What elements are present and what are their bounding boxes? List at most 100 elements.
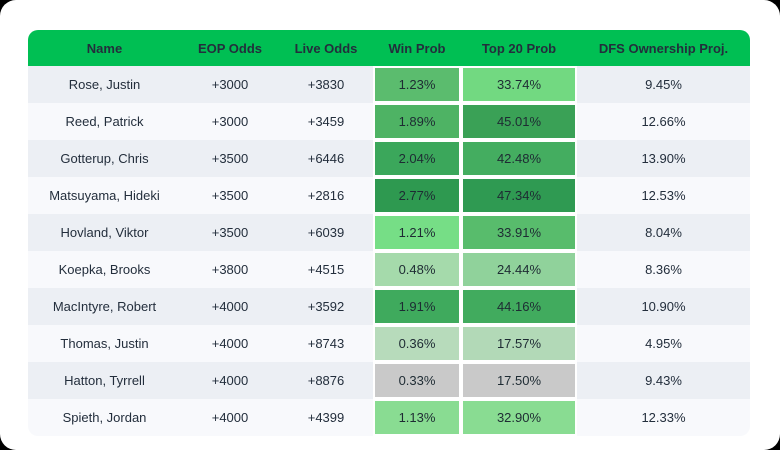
cell-win-prob-wrap: 1.89% [373, 103, 461, 140]
cell-win-prob: 1.21% [375, 216, 459, 249]
cell-win-prob-wrap: 1.23% [373, 66, 461, 103]
cell-win-prob: 0.36% [375, 327, 459, 360]
cell-top20-prob: 45.01% [463, 105, 575, 138]
cell-live-odds: +6039 [307, 225, 345, 240]
cell-eop-odds: +4000 [211, 336, 249, 351]
cell-player-name: Koepka, Brooks [58, 262, 151, 277]
cell-player-name: Hatton, Tyrrell [64, 373, 145, 388]
cell-eop-odds: +4000 [211, 373, 249, 388]
cell-live-odds: +3459 [307, 114, 345, 129]
cell-win-prob-wrap: 2.04% [373, 140, 461, 177]
cell-player-name: MacIntyre, Robert [52, 299, 157, 314]
col-header-live-odds[interactable]: Live Odds [294, 40, 358, 56]
col-header-top20-prob[interactable]: Top 20 Prob [481, 40, 557, 56]
cell-top20-prob: 47.34% [463, 179, 575, 212]
table-row: Matsuyama, Hideki +3500 +2816 2.77% 47.34% 12… [28, 177, 750, 214]
cell-player-name: Reed, Patrick [65, 114, 144, 129]
cell-win-prob: 0.33% [375, 364, 459, 397]
cell-eop-odds: +3800 [211, 262, 249, 277]
table-row: Rose, Justin +3000 +3830 1.23% 33.74% 9.45% [28, 66, 750, 103]
cell-top20-prob: 33.74% [463, 68, 575, 101]
cell-live-odds: +4399 [307, 410, 345, 425]
cell-eop-odds: +3500 [211, 225, 249, 240]
table-row: Gotterup, Chris +3500 +6446 2.04% 42.48% 13.9… [28, 140, 750, 177]
cell-eop-odds: +3000 [211, 114, 249, 129]
cell-eop-odds: +3500 [211, 188, 249, 203]
cell-top20-prob-wrap: 44.16% [461, 288, 577, 325]
cell-player-name: Gotterup, Chris [60, 151, 149, 166]
cell-win-prob-wrap: 1.21% [373, 214, 461, 251]
cell-win-prob: 1.23% [375, 68, 459, 101]
table-row: MacIntyre, Robert +4000 +3592 1.91% 44.16% 10… [28, 288, 750, 325]
cell-win-prob: 1.91% [375, 290, 459, 323]
cell-win-prob: 1.89% [375, 105, 459, 138]
table-row: Spieth, Jordan +4000 +4399 1.13% 32.90% 12.33… [28, 399, 750, 436]
cell-top20-prob: 24.44% [463, 253, 575, 286]
table-row: Koepka, Brooks +3800 +4515 0.48% 24.44% 8.36% [28, 251, 750, 288]
cell-dfs-ownership: 9.45% [645, 77, 682, 92]
cell-dfs-ownership: 12.53% [641, 188, 686, 203]
cell-win-prob-wrap: 0.48% [373, 251, 461, 288]
cell-win-prob-wrap: 0.36% [373, 325, 461, 362]
col-header-name[interactable]: Name [86, 40, 123, 56]
cell-eop-odds: +4000 [211, 410, 249, 425]
cell-live-odds: +6446 [307, 151, 345, 166]
cell-dfs-ownership: 8.04% [645, 225, 682, 240]
cell-live-odds: +8876 [307, 373, 345, 388]
cell-win-prob-wrap: 0.33% [373, 362, 461, 399]
cell-top20-prob-wrap: 17.50% [461, 362, 577, 399]
cell-top20-prob: 44.16% [463, 290, 575, 323]
cell-top20-prob-wrap: 17.57% [461, 325, 577, 362]
cell-live-odds: +3830 [307, 77, 345, 92]
cell-eop-odds: +3000 [211, 77, 249, 92]
golf-odds-table: Name EOP Odds Live Odds Win Prob Top 20 … [28, 30, 750, 436]
cell-dfs-ownership: 9.43% [645, 373, 682, 388]
cell-win-prob: 2.04% [375, 142, 459, 175]
cell-eop-odds: +3500 [211, 151, 249, 166]
table-header-row: Name EOP Odds Live Odds Win Prob Top 20 … [28, 30, 750, 66]
cell-top20-prob: 17.50% [463, 364, 575, 397]
cell-top20-prob: 42.48% [463, 142, 575, 175]
cell-top20-prob: 33.91% [463, 216, 575, 249]
cell-player-name: Matsuyama, Hideki [49, 188, 160, 203]
cell-player-name: Hovland, Viktor [60, 225, 149, 240]
cell-dfs-ownership: 12.33% [641, 410, 686, 425]
cell-win-prob-wrap: 1.91% [373, 288, 461, 325]
cell-player-name: Spieth, Jordan [62, 410, 147, 425]
cell-dfs-ownership: 4.95% [645, 336, 682, 351]
cell-win-prob-wrap: 1.13% [373, 399, 461, 436]
table-body: Rose, Justin +3000 +3830 1.23% 33.74% 9.45% Re… [28, 66, 750, 436]
cell-dfs-ownership: 12.66% [641, 114, 686, 129]
cell-win-prob: 0.48% [375, 253, 459, 286]
cell-dfs-ownership: 8.36% [645, 262, 682, 277]
cell-win-prob: 2.77% [375, 179, 459, 212]
col-header-win-prob[interactable]: Win Prob [388, 40, 446, 56]
cell-live-odds: +2816 [307, 188, 345, 203]
col-header-eop-odds[interactable]: EOP Odds [197, 40, 263, 56]
cell-top20-prob-wrap: 45.01% [461, 103, 577, 140]
cell-top20-prob-wrap: 42.48% [461, 140, 577, 177]
table-row: Hovland, Viktor +3500 +6039 1.21% 33.91% 8.04… [28, 214, 750, 251]
col-header-dfs-ownership[interactable]: DFS Ownership Proj. [598, 40, 729, 56]
table-row: Thomas, Justin +4000 +8743 0.36% 17.57% 4.95% [28, 325, 750, 362]
cell-top20-prob-wrap: 32.90% [461, 399, 577, 436]
table-row: Hatton, Tyrrell +4000 +8876 0.33% 17.50% 9.43… [28, 362, 750, 399]
cell-player-name: Thomas, Justin [60, 336, 149, 351]
cell-top20-prob: 32.90% [463, 401, 575, 434]
cell-player-name: Rose, Justin [68, 77, 141, 92]
cell-eop-odds: +4000 [211, 299, 249, 314]
cell-top20-prob-wrap: 47.34% [461, 177, 577, 214]
cell-top20-prob-wrap: 24.44% [461, 251, 577, 288]
cell-top20-prob: 17.57% [463, 327, 575, 360]
cell-dfs-ownership: 13.90% [641, 151, 686, 166]
cell-dfs-ownership: 10.90% [641, 299, 686, 314]
cell-win-prob: 1.13% [375, 401, 459, 434]
cell-top20-prob-wrap: 33.91% [461, 214, 577, 251]
cell-win-prob-wrap: 2.77% [373, 177, 461, 214]
cell-top20-prob-wrap: 33.74% [461, 66, 577, 103]
cell-live-odds: +8743 [307, 336, 345, 351]
cell-live-odds: +4515 [307, 262, 345, 277]
table-row: Reed, Patrick +3000 +3459 1.89% 45.01% 12.66% [28, 103, 750, 140]
cell-live-odds: +3592 [307, 299, 345, 314]
